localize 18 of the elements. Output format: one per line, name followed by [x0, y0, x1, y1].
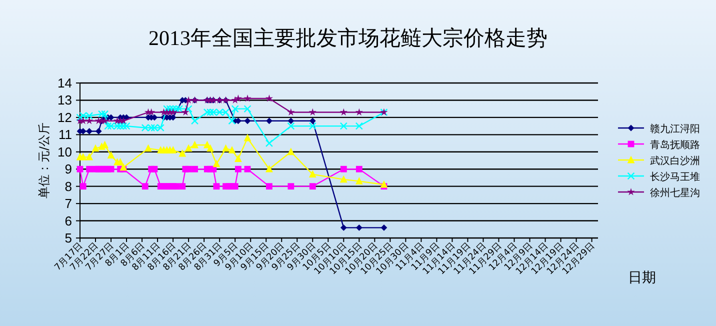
y-tick-label: 9	[64, 162, 72, 177]
y-tick-label: 13	[58, 92, 72, 108]
y-tick-label: 11	[58, 127, 72, 142]
legend-label: 徐州七星沟	[650, 187, 700, 199]
y-tick-label: 14	[58, 76, 72, 90]
y-tick-label: 12	[58, 110, 72, 125]
y-tick-label: 10	[58, 144, 72, 160]
y-tick-label: 7	[64, 196, 72, 212]
legend-label: 青岛抚顺路	[650, 139, 700, 151]
legend-label: 长沙马王堆	[650, 171, 700, 183]
legend-label: 赣九江浔阳	[650, 123, 700, 135]
chart-title: 2013年全国主要批发市场花鲢大宗价格走势	[148, 26, 548, 50]
x-axis-title: 日期	[628, 270, 656, 286]
y-tick-label: 8	[64, 178, 72, 194]
y-axis-title: 单位：元/公斤	[37, 122, 51, 199]
legend-label: 武汉白沙洲	[650, 155, 700, 167]
y-tick-label: 5	[64, 230, 72, 246]
y-tick-label: 6	[64, 213, 72, 228]
